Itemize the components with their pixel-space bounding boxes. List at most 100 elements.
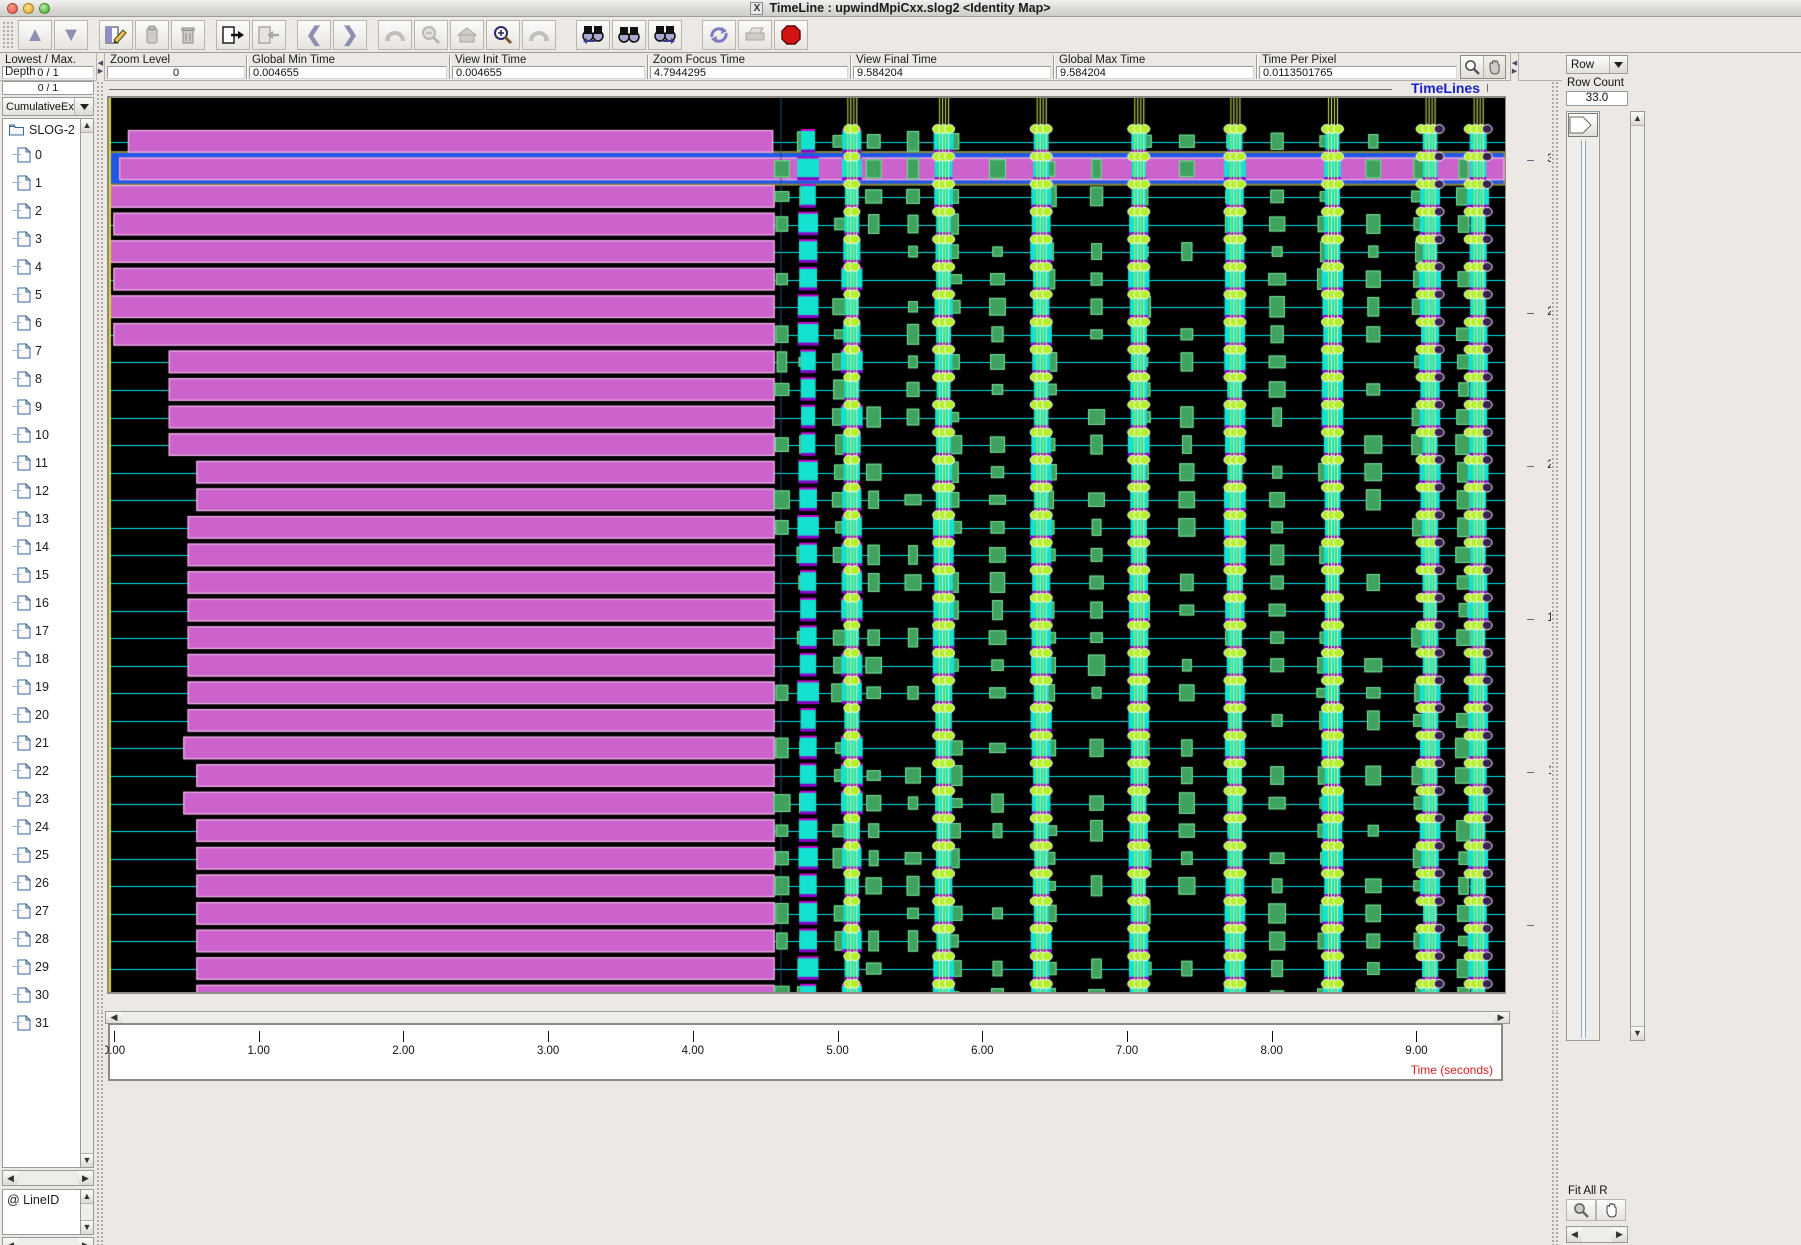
infobar-splitter[interactable]: ◀ ▶ xyxy=(96,53,105,81)
tree-item[interactable]: 20 xyxy=(3,701,80,729)
tree-item[interactable]: 19 xyxy=(3,673,80,701)
tree-item[interactable]: 11 xyxy=(3,449,80,477)
lineid-horizontal-scrollbar[interactable]: ◀ ▶ xyxy=(2,1237,94,1245)
timeline-plot[interactable] xyxy=(107,96,1506,994)
tree-item[interactable]: 9 xyxy=(3,393,80,421)
tree-item[interactable]: 29 xyxy=(3,953,80,981)
tree-item[interactable]: 18 xyxy=(3,645,80,673)
edit-icon[interactable] xyxy=(99,19,133,50)
row-zoom-out-button[interactable] xyxy=(1566,1199,1596,1221)
zoom-mode-button[interactable] xyxy=(1461,56,1484,78)
time-axis[interactable]: 0.00 1.00 2.00 3.00 4.00 5.00 6.00 7.00 8.00 9.00… xyxy=(103,1023,1503,1081)
tree-item[interactable]: 5 xyxy=(3,281,80,309)
chevron-down-icon[interactable] xyxy=(74,98,93,115)
infobar-right-splitter[interactable]: ◀ ▶ xyxy=(1510,53,1519,81)
tree-item[interactable]: 16 xyxy=(3,589,80,617)
close-button[interactable] xyxy=(7,2,18,14)
tree-scroll-up-button[interactable]: ▲ xyxy=(81,119,93,133)
tree-item[interactable]: 24 xyxy=(3,813,80,841)
row-hscroll-right-button[interactable]: ▶ xyxy=(1612,1227,1627,1242)
row-mode-combo[interactable]: Row xyxy=(1566,55,1628,74)
row-scroll-down-button[interactable]: ▼ xyxy=(1631,1026,1644,1040)
tree-item[interactable]: 3 xyxy=(3,225,80,253)
tree-scroll-down-button[interactable]: ▼ xyxy=(81,1153,93,1167)
tree-item[interactable]: 10 xyxy=(3,421,80,449)
tree-item[interactable]: 30 xyxy=(3,981,80,1009)
row-slider-track[interactable] xyxy=(1581,140,1586,1038)
row-panel-vertical-scrollbar[interactable]: ▲ ▼ xyxy=(1630,111,1645,1041)
lineid-scroll-down-button[interactable]: ▼ xyxy=(81,1220,93,1234)
timeline-hscroll-left-button[interactable]: ◀ xyxy=(106,1012,122,1023)
tree-item[interactable]: 12 xyxy=(3,477,80,505)
next-icon[interactable]: ❯ xyxy=(333,19,367,50)
lineid-vertical-scrollbar[interactable]: ▲ ▼ xyxy=(80,1189,94,1235)
scroll-down-icon[interactable]: ▼ xyxy=(54,19,88,50)
tree-item[interactable]: 17 xyxy=(3,617,80,645)
tree-item[interactable]: 25 xyxy=(3,841,80,869)
time-axis-tick xyxy=(1127,1031,1129,1042)
file-icon xyxy=(17,875,31,891)
row-slider-thumb[interactable] xyxy=(1568,113,1598,137)
row-hscroll-left-button[interactable]: ◀ xyxy=(1567,1227,1582,1242)
zoom-in-icon[interactable] xyxy=(486,19,520,50)
lineid-hscroll-left-button[interactable]: ◀ xyxy=(3,1238,18,1245)
maximize-button[interactable] xyxy=(39,2,50,14)
chevron-down-icon[interactable] xyxy=(1609,56,1627,73)
timeline-drawing[interactable] xyxy=(109,98,1505,992)
tree-item-label: 23 xyxy=(35,792,49,806)
tree-hscroll-left-button[interactable]: ◀ xyxy=(3,1171,18,1185)
search-forward-icon[interactable] xyxy=(648,19,682,50)
tree-item[interactable]: 2 xyxy=(3,197,80,225)
export-icon[interactable] xyxy=(216,19,250,50)
search-icon[interactable] xyxy=(612,19,646,50)
search-backward-icon[interactable] xyxy=(576,19,610,50)
view-final-time-value: 9.584204 xyxy=(853,66,1051,79)
file-icon xyxy=(17,595,31,611)
tree-item[interactable]: 27 xyxy=(3,897,80,925)
row-scroll-up-button[interactable]: ▲ xyxy=(1631,112,1644,126)
tree-item[interactable]: 14 xyxy=(3,533,80,561)
minimize-button[interactable] xyxy=(23,2,34,14)
tree-item[interactable]: 6 xyxy=(3,309,80,337)
scroll-up-icon[interactable]: ▲ xyxy=(18,19,52,50)
lineid-hscroll-right-button[interactable]: ▶ xyxy=(78,1238,93,1245)
previous-icon[interactable]: ❮ xyxy=(297,19,331,50)
tree-item[interactable]: 8 xyxy=(3,365,80,393)
lineid-scroll-up-button[interactable]: ▲ xyxy=(81,1190,93,1204)
tree-item-label: 4 xyxy=(35,260,42,274)
tree-hscroll-right-button[interactable]: ▶ xyxy=(78,1171,93,1185)
row-hand-button[interactable] xyxy=(1596,1199,1626,1221)
row-count-slider[interactable] xyxy=(1566,111,1600,1041)
left-splitter[interactable] xyxy=(96,81,105,1245)
tree-item[interactable]: 1 xyxy=(3,169,80,197)
view-mode-combo[interactable]: CumulativeEx... xyxy=(2,97,94,116)
tree-item[interactable]: 31 xyxy=(3,1009,80,1037)
tree-horizontal-scrollbar[interactable]: ◀ ▶ xyxy=(2,1170,94,1186)
tree-item[interactable]: 15 xyxy=(3,561,80,589)
toolbar-drag-handle[interactable] xyxy=(2,20,14,49)
window-controls[interactable] xyxy=(7,2,50,14)
tree-item[interactable]: 13 xyxy=(3,505,80,533)
tree-item[interactable]: 4 xyxy=(3,253,80,281)
right-splitter[interactable] xyxy=(1551,81,1560,1011)
tree-item[interactable]: 0 xyxy=(3,141,80,169)
refresh-icon[interactable] xyxy=(702,19,736,50)
lineid-panel[interactable]: @ LineID xyxy=(2,1189,80,1235)
bottom-left-splitter[interactable] xyxy=(96,1011,105,1245)
tree-item[interactable]: 26 xyxy=(3,869,80,897)
printer-icon xyxy=(738,19,772,50)
tree-item[interactable]: 21 xyxy=(3,729,80,757)
timeline-hscroll-right-button[interactable]: ▶ xyxy=(1493,1012,1509,1023)
stop-icon[interactable] xyxy=(774,19,808,50)
fit-all-rows-label[interactable]: Fit All R xyxy=(1568,1185,1608,1197)
bottom-right-splitter[interactable] xyxy=(1551,1011,1560,1245)
tree-item[interactable]: 22 xyxy=(3,757,80,785)
tree-root-slog2[interactable]: SLOG-2 xyxy=(3,119,80,141)
slog-tree[interactable]: SLOG-2 0 1 2 3 4 5 6 7 8 9 10 11 12 13 14 15 16 17 18 19 20 2… xyxy=(2,118,80,1168)
tree-item[interactable]: 23 xyxy=(3,785,80,813)
hand-mode-button[interactable] xyxy=(1483,56,1505,78)
tree-vertical-scrollbar[interactable]: ▲ ▼ xyxy=(80,118,94,1168)
tree-item[interactable]: 28 xyxy=(3,925,80,953)
row-panel-horizontal-scrollbar[interactable]: ◀ ▶ xyxy=(1566,1226,1628,1243)
tree-item[interactable]: 7 xyxy=(3,337,80,365)
